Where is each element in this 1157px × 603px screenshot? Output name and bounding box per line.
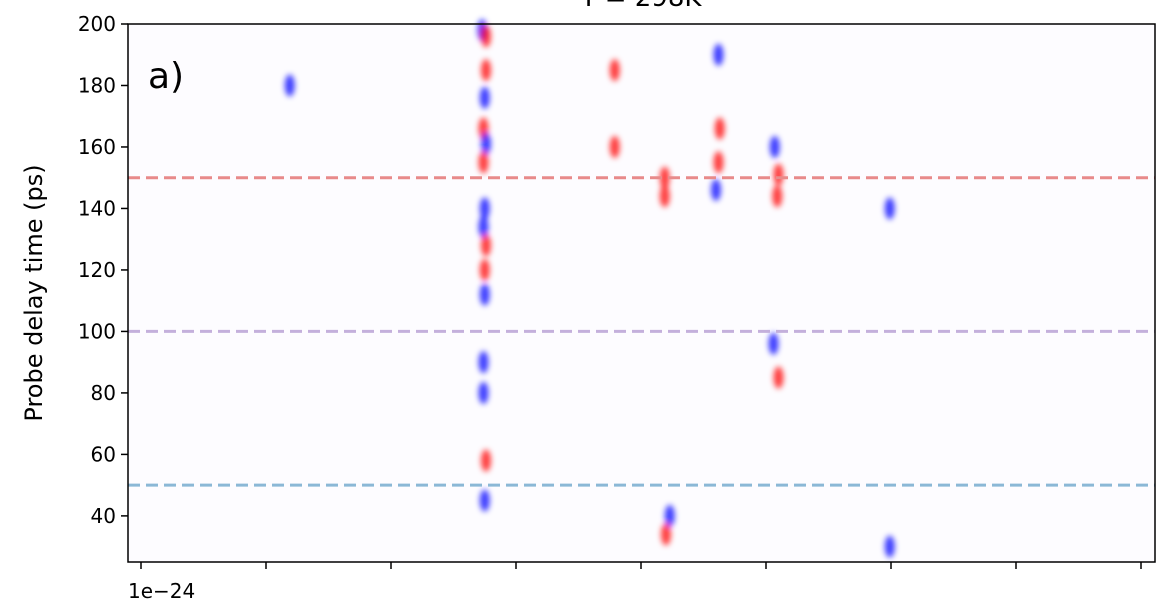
heat-blob [478,351,489,374]
heat-blob [664,504,675,527]
y-tick-label: 200 [78,12,116,36]
y-tick-label: 60 [91,442,116,466]
x-offset-label: 1e−24 [128,579,195,603]
heat-blob [479,86,490,109]
y-tick-label: 40 [91,504,116,528]
heat-blob [479,489,490,512]
heat-blob [659,166,670,189]
heat-blob [481,132,491,155]
y-tick-label: 80 [91,381,116,405]
y-tick-label: 180 [78,73,116,97]
y-tick-label: 120 [78,258,116,282]
heat-blob [481,59,491,82]
heat-blob [284,74,295,97]
heat-blob [479,258,490,281]
y-tick-label: 100 [78,319,116,343]
heat-blob [478,151,489,174]
heat-blob [478,381,489,404]
chart-title: T = 298K [580,0,703,13]
panel-label: a) [148,56,184,97]
heat-blob [479,197,490,220]
heat-blob [711,179,721,202]
heat-blob [481,234,491,257]
heat-blob [609,135,620,158]
heat-blob [714,117,725,140]
y-axis-label: Probe delay time (ps) [20,164,48,421]
heat-blob [659,185,670,208]
plot-background [128,24,1155,562]
heat-blob [884,535,895,558]
y-tick-label: 140 [78,196,116,220]
heat-blob [772,185,783,208]
heat-blob [769,135,780,158]
heat-blob [609,59,620,82]
y-tick-label: 160 [78,135,116,159]
heat-blob [768,332,779,355]
heat-blob [713,151,724,174]
heat-blob [884,197,895,220]
heat-blob [713,43,724,66]
heat-blob [773,366,784,389]
heat-blob [478,215,489,238]
heat-blob [481,25,491,48]
heat-blob [479,283,490,306]
heat-blob [481,449,491,472]
heat-blob [773,163,784,186]
heatmap [284,19,895,558]
heat-blob [661,523,671,546]
